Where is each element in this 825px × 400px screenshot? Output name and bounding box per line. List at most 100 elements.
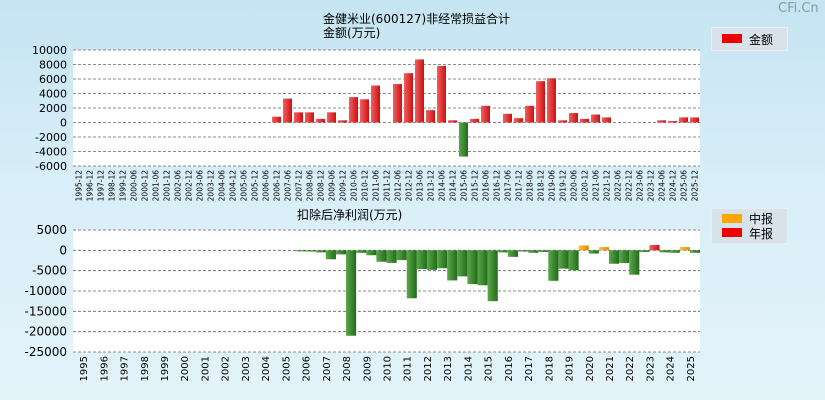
chart1-x-tick: 2010-06 bbox=[350, 170, 359, 202]
chart2-bar-interim bbox=[437, 250, 448, 269]
chart1-legend: 金额 bbox=[711, 27, 788, 51]
chart1-y-tick: 8000 bbox=[39, 59, 67, 72]
chart1-y-tick: -4000 bbox=[35, 146, 67, 159]
chart2-title: 扣除后净利润(万元) bbox=[297, 208, 403, 222]
chart1-x-tick: 2017-06 bbox=[504, 170, 513, 202]
chart2-x-tick: 2019 bbox=[565, 356, 576, 381]
chart1-x-tick: 2019-12 bbox=[559, 170, 568, 202]
chart2-bar-annual bbox=[548, 250, 559, 281]
chart1-bar bbox=[392, 84, 403, 123]
chart1-bar bbox=[535, 81, 546, 123]
chart2-bar-annual bbox=[689, 250, 700, 253]
chart2-bar-annual bbox=[386, 250, 397, 263]
chart1-x-tick: 2010-12 bbox=[361, 170, 370, 202]
chart2-x-tick: 2025 bbox=[686, 356, 697, 381]
chart2-x-tick: 1995 bbox=[79, 356, 90, 381]
chart1-x-tick: 2009-06 bbox=[328, 170, 337, 202]
chart1-x-tick: 2000-06 bbox=[130, 170, 139, 202]
chart1-x-tick: 2000-12 bbox=[141, 170, 150, 202]
chart2-y-tick: -20000 bbox=[24, 325, 67, 339]
legend-label-interim: 中报 bbox=[749, 212, 774, 226]
chart1-bar bbox=[271, 116, 282, 123]
chart2-y-tick: 0 bbox=[59, 243, 67, 257]
chart1-bar bbox=[579, 118, 590, 123]
chart1-bar bbox=[601, 117, 612, 123]
watermark: CFi.Cn bbox=[778, 1, 819, 16]
chart1-x-tick: 2014-12 bbox=[449, 170, 458, 202]
chart2-x-tick: 2000 bbox=[180, 356, 191, 381]
chart1-x-tick: 2001-12 bbox=[163, 170, 172, 202]
chart2-bar-annual bbox=[649, 245, 660, 251]
chart2-bar-annual bbox=[669, 250, 680, 253]
chart1-bar bbox=[469, 118, 480, 123]
chart1-x-tick: 2023-12 bbox=[647, 170, 656, 202]
chart1-bar bbox=[656, 120, 667, 123]
chart1-x-tick: 2006-06 bbox=[262, 170, 271, 202]
chart1-bar bbox=[425, 110, 436, 123]
chart1-y-tick: 6000 bbox=[39, 73, 67, 86]
chart2-x-tick: 2015 bbox=[484, 356, 495, 381]
chart1-x-tick: 2013-12 bbox=[427, 170, 436, 202]
chart2-bar-interim bbox=[315, 250, 326, 253]
chart1-y-tick: 4000 bbox=[39, 88, 67, 101]
chart2-x-tick: 2022 bbox=[625, 356, 636, 381]
chart2-x-tick: 2008 bbox=[342, 356, 353, 381]
chart2-x-tick: 2014 bbox=[463, 356, 474, 381]
chart2-bar-interim bbox=[356, 250, 367, 253]
chart1-ylabel: 金额(万元) bbox=[323, 26, 381, 40]
chart1-x-tick: 2014-06 bbox=[438, 170, 447, 202]
chart1-bar bbox=[689, 117, 700, 123]
chart2-x-tick: 2009 bbox=[362, 356, 373, 381]
chart1-bar bbox=[348, 97, 359, 123]
chart1-bar bbox=[282, 98, 293, 123]
chart1-x-tick: 1998-12 bbox=[108, 170, 117, 202]
chart1-x-tick: 2008-12 bbox=[317, 170, 326, 202]
chart1-x-tick: 2012-06 bbox=[394, 170, 403, 202]
chart2-bar-interim bbox=[598, 247, 609, 251]
chart2-bar-annual bbox=[325, 250, 336, 260]
chart1-x-tick: 2009-12 bbox=[339, 170, 348, 202]
chart1-bar bbox=[458, 122, 469, 157]
chart2-x-tick: 2006 bbox=[302, 356, 313, 381]
chart1-y-tick: 2000 bbox=[39, 102, 67, 115]
chart2-x-tick: 1999 bbox=[160, 356, 171, 381]
chart2-bar-interim bbox=[477, 250, 488, 286]
chart1-y-tick: -2000 bbox=[35, 131, 67, 144]
chart2-bar-interim bbox=[497, 250, 508, 253]
chart2-x-tick: 2012 bbox=[423, 356, 434, 381]
chart2-y-tick: 5000 bbox=[36, 223, 67, 237]
chart2-svg: 5000 0 -5000 -10000 -15000 -20000 -25000 1995 19… bbox=[24, 223, 700, 381]
chart1-x-tick: 1996-12 bbox=[86, 170, 95, 202]
chart2-bar-annual bbox=[568, 250, 579, 271]
chart2-bar-interim bbox=[517, 250, 529, 252]
chart2-bar-annual bbox=[447, 250, 458, 281]
legend-swatch-amount bbox=[722, 34, 742, 43]
chart1-x-tick: 2013-06 bbox=[416, 170, 425, 202]
chart1-x-tick: 2025-12 bbox=[691, 170, 700, 202]
chart1-y-tick: 10000 bbox=[32, 44, 67, 57]
chart1-bar bbox=[568, 113, 579, 123]
chart2-bar-interim bbox=[639, 250, 650, 252]
chart2-x-tick: 2024 bbox=[666, 356, 677, 381]
chart2-x-tick: 2010 bbox=[383, 356, 394, 381]
chart1-bar bbox=[414, 59, 425, 123]
chart1-bar bbox=[304, 112, 315, 123]
chart1-bar bbox=[678, 117, 689, 123]
chart1-x-tick: 2017-12 bbox=[515, 170, 524, 202]
chart1-x-tick: 2001-06 bbox=[152, 170, 161, 202]
chart1-y-tick: 0 bbox=[60, 117, 67, 130]
chart2-bar-annual bbox=[487, 250, 498, 302]
chart2-y-tick: -15000 bbox=[24, 304, 67, 318]
chart2-x-tick: 2016 bbox=[504, 356, 515, 381]
chart2-bar-interim bbox=[335, 250, 347, 255]
chart2-bar-interim bbox=[376, 250, 387, 262]
chart1-x-tick: 2007-06 bbox=[284, 170, 293, 202]
chart2-bar-interim bbox=[295, 250, 306, 252]
chart2-y-tick: -10000 bbox=[24, 284, 67, 298]
chart2-y-tick: -5000 bbox=[32, 264, 67, 278]
chart2-bar-annual bbox=[305, 250, 316, 252]
chart2-bar-annual bbox=[426, 250, 438, 270]
chart1-bar bbox=[326, 112, 337, 123]
chart1-bar bbox=[447, 120, 458, 123]
